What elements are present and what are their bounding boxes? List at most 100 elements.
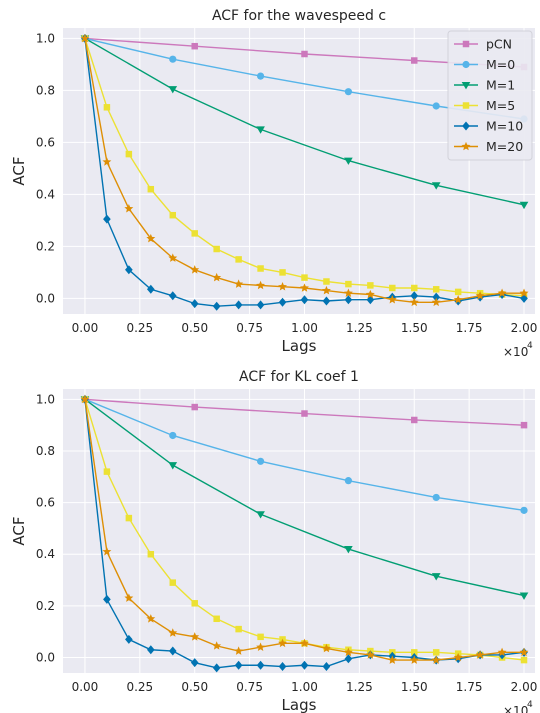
data-point: [168, 628, 178, 637]
series-m-10: [81, 394, 528, 673]
data-point: [102, 157, 112, 166]
data-point: [168, 291, 177, 301]
x-tick-label: 1.25: [346, 321, 373, 335]
x-tick-label: 0.75: [236, 680, 263, 694]
data-point: [300, 638, 309, 648]
data-point: [300, 295, 309, 305]
data-point: [411, 284, 418, 292]
data-point: [235, 256, 242, 263]
data-point: [300, 283, 309, 292]
series-line: [84, 37, 525, 206]
data-point: [301, 410, 308, 417]
data-point: [125, 150, 133, 158]
data-point: [190, 658, 199, 668]
x-tick-label: 0.75: [236, 321, 263, 335]
data-point: [191, 230, 198, 237]
data-point: [345, 280, 352, 288]
data-point: [365, 650, 375, 659]
data-point: [103, 468, 111, 475]
x-tick-label: 1.50: [401, 321, 428, 335]
x-tick-label: 2.00: [511, 321, 538, 335]
data-point: [321, 643, 331, 653]
legend-label: pCN: [486, 37, 512, 52]
legend-marker: [461, 141, 471, 151]
data-point: [301, 274, 308, 281]
data-point: [453, 295, 463, 304]
x-tick-label: 0.00: [72, 680, 99, 694]
data-point: [257, 633, 264, 641]
data-point: [520, 506, 528, 514]
data-point: [256, 72, 265, 80]
legend-marker: [462, 40, 470, 48]
data-point: [256, 511, 265, 519]
y-tick-label: 0.0: [36, 291, 55, 305]
data-point: [365, 289, 375, 299]
data-point: [147, 550, 155, 558]
data-point: [102, 546, 112, 556]
chart-title: ACF for the wavespeed c: [212, 8, 386, 24]
data-point: [168, 462, 178, 470]
data-point: [103, 594, 111, 604]
data-point: [256, 300, 265, 310]
legend-label: M=20: [486, 139, 523, 154]
data-point: [323, 278, 330, 285]
data-point: [432, 493, 440, 502]
x-axis-label: Lags: [282, 696, 317, 713]
data-point: [497, 647, 507, 657]
data-point: [475, 650, 485, 659]
x-tick-label: 1.50: [401, 680, 428, 694]
series-line: [84, 398, 525, 512]
data-point: [431, 573, 441, 581]
data-point: [409, 297, 419, 307]
data-point: [80, 33, 90, 43]
x-multiplier-label: ×10: [503, 704, 528, 713]
data-point: [235, 625, 242, 633]
legend-marker: [461, 81, 471, 90]
x-tick-label: 0.50: [181, 680, 208, 694]
data-point: [322, 296, 331, 306]
data-point: [168, 86, 178, 94]
data-point: [80, 394, 90, 404]
data-point: [169, 579, 177, 586]
data-point: [301, 50, 308, 58]
data-point: [191, 42, 198, 50]
data-point: [389, 284, 396, 292]
data-point: [344, 157, 353, 165]
data-point: [212, 301, 221, 311]
series-m-20: [80, 394, 529, 664]
chart-title: ACF for KL coef 1: [239, 369, 359, 385]
x-multiplier-label: ×10: [503, 345, 528, 359]
data-point: [124, 204, 134, 213]
data-point: [213, 615, 220, 623]
data-point: [125, 634, 133, 644]
x-multiplier-exponent: 4: [527, 341, 533, 351]
data-point: [431, 297, 441, 307]
data-point: [234, 279, 244, 288]
data-point: [278, 638, 287, 648]
data-point: [146, 284, 155, 294]
x-tick-label: 1.75: [456, 680, 483, 694]
x-tick-label: 1.00: [291, 680, 318, 694]
y-tick-label: 0.4: [36, 547, 55, 561]
x-tick-label: 0.50: [181, 321, 208, 335]
chart-panel-1: 0.00 0.25 0.50 0.75 1.00 1.25 1.50 1.75 2.00 0.0 0…: [10, 8, 537, 359]
data-point: [343, 288, 353, 297]
y-tick-label: 1.0: [36, 392, 55, 406]
data-point: [344, 546, 353, 554]
legend-label: M=0: [486, 57, 515, 72]
data-point: [190, 632, 200, 641]
x-tick-label: 1.75: [456, 321, 483, 335]
data-point: [387, 295, 397, 304]
y-tick-label: 0.8: [36, 444, 55, 458]
data-point: [519, 288, 529, 297]
data-point: [475, 291, 485, 300]
data-point: [168, 646, 177, 656]
y-tick-label: 0.4: [36, 187, 55, 201]
legend-marker: [462, 102, 470, 109]
data-point: [125, 265, 133, 275]
series-m-20: [80, 33, 529, 307]
data-point: [256, 642, 266, 651]
data-point: [519, 201, 529, 210]
x-axis-label: Lags: [282, 337, 317, 355]
